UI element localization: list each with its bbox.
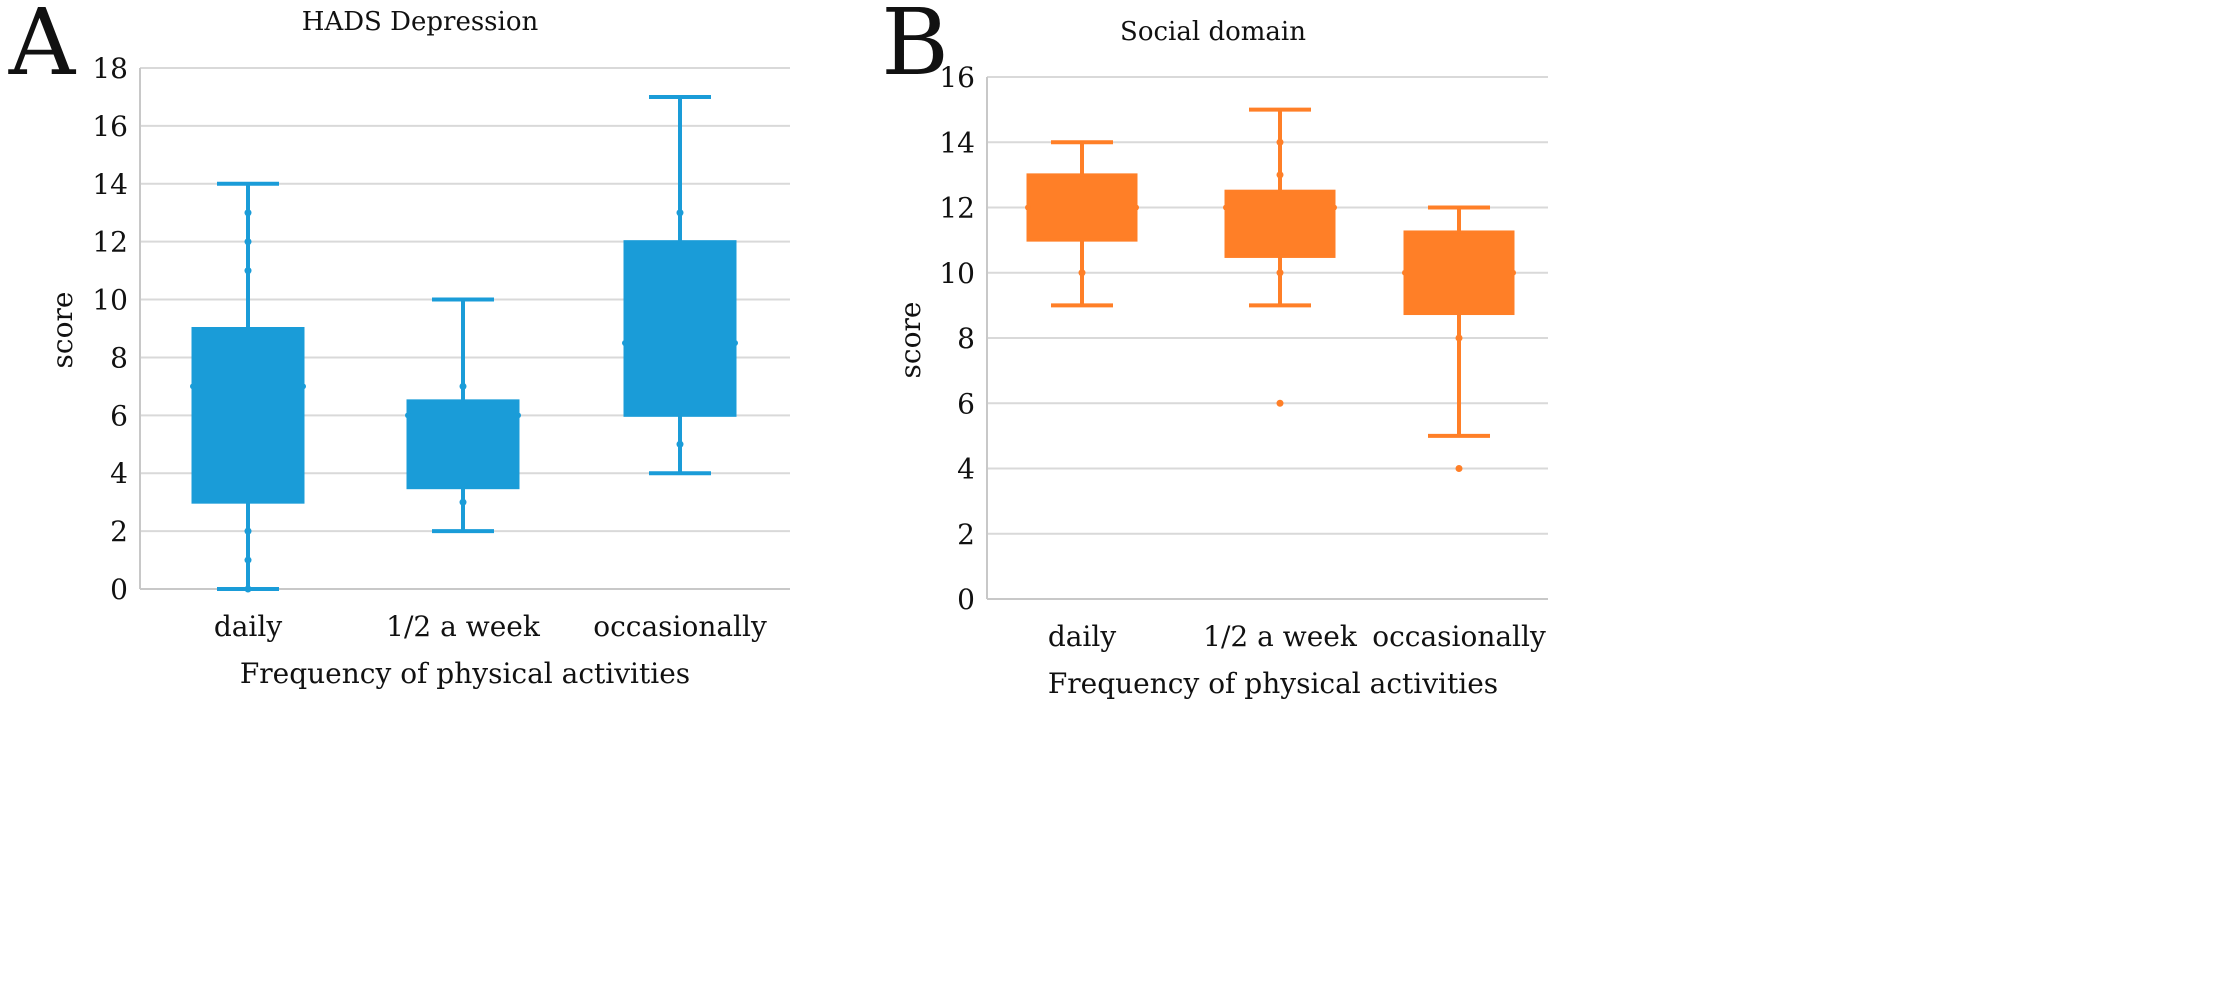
chart-title: Social domain — [1120, 17, 1306, 47]
data-point — [1455, 334, 1463, 342]
x-tick-label: 1/2 a week — [1203, 620, 1358, 653]
x-tick-label: daily — [1048, 620, 1117, 653]
box-2 — [622, 94, 738, 476]
data-point — [1276, 138, 1284, 146]
y-tick-label: 12 — [92, 226, 128, 259]
median-marker — [405, 412, 411, 419]
data-point — [1276, 269, 1284, 277]
y-tick-label: 10 — [939, 257, 975, 290]
box-1 — [405, 297, 521, 534]
median-marker — [190, 383, 196, 390]
box-2 — [1402, 205, 1516, 472]
box-iqr — [406, 399, 520, 490]
y-tick-label: 14 — [92, 168, 128, 201]
data-point — [1078, 269, 1086, 277]
x-axis-label: Frequency of physical activities — [1048, 667, 1498, 700]
data-point — [244, 267, 252, 275]
chart-panel-A: A HADS Depression 0 2 4 6 8 10 12 14 16 18 score Freq… — [8, 0, 790, 690]
box-iqr — [1403, 230, 1515, 316]
outlier-point — [1276, 399, 1284, 407]
y-tick-label: 18 — [92, 52, 128, 85]
median-marker — [1510, 269, 1516, 276]
box-iqr — [623, 240, 737, 417]
data-point — [244, 527, 252, 535]
y-tick-label: 0 — [957, 583, 975, 616]
data-point — [676, 440, 684, 448]
x-tick-label: daily — [214, 610, 283, 643]
data-point — [459, 498, 467, 506]
y-tick-label: 16 — [92, 110, 128, 143]
median-marker — [1223, 204, 1229, 211]
panel-label: B — [881, 0, 949, 96]
data-point — [1276, 171, 1284, 179]
data-point — [244, 556, 252, 564]
box-iqr — [191, 327, 305, 504]
box-0 — [190, 181, 306, 593]
x-tick-label: 1/2 a week — [386, 610, 541, 643]
median-marker — [622, 339, 628, 346]
median-marker — [1331, 204, 1337, 211]
y-tick-label: 8 — [110, 341, 128, 374]
x-tick-label: occasionally — [593, 610, 767, 643]
y-tick-label: 10 — [92, 284, 128, 317]
box-iqr — [1224, 189, 1336, 258]
y-axis-label: score — [894, 302, 927, 379]
panel-label: A — [8, 0, 77, 96]
data-point — [676, 209, 684, 217]
y-tick-label: 16 — [939, 61, 975, 94]
median-marker — [732, 339, 738, 346]
median-marker — [1025, 204, 1031, 211]
y-tick-label: 6 — [110, 399, 128, 432]
median-marker — [1402, 269, 1408, 276]
median-marker — [1133, 204, 1139, 211]
y-tick-label: 4 — [957, 453, 975, 486]
data-point — [244, 209, 252, 217]
chart-panel-B: B Social domain 0 2 4 6 8 10 12 14 16 score Frequenc… — [881, 0, 1548, 700]
y-tick-label: 4 — [110, 457, 128, 490]
box-iqr — [1026, 173, 1138, 242]
y-tick-label: 2 — [957, 518, 975, 551]
x-axis-label: Frequency of physical activities — [240, 657, 690, 690]
box-0 — [1025, 140, 1139, 308]
y-tick-label: 2 — [110, 515, 128, 548]
data-point — [459, 382, 467, 390]
data-point — [244, 585, 252, 593]
box-1 — [1223, 107, 1337, 407]
y-tick-label: 0 — [110, 573, 128, 606]
y-tick-label: 6 — [957, 387, 975, 420]
data-point — [244, 238, 252, 246]
y-tick-label: 8 — [957, 322, 975, 355]
outlier-point — [1455, 465, 1463, 472]
median-marker — [300, 383, 306, 390]
median-marker — [515, 412, 521, 419]
y-axis-label: score — [46, 292, 79, 369]
y-tick-label: 12 — [939, 192, 975, 225]
x-tick-label: occasionally — [1372, 620, 1546, 653]
y-tick-label: 14 — [939, 126, 975, 159]
chart-title: HADS Depression — [302, 7, 539, 37]
